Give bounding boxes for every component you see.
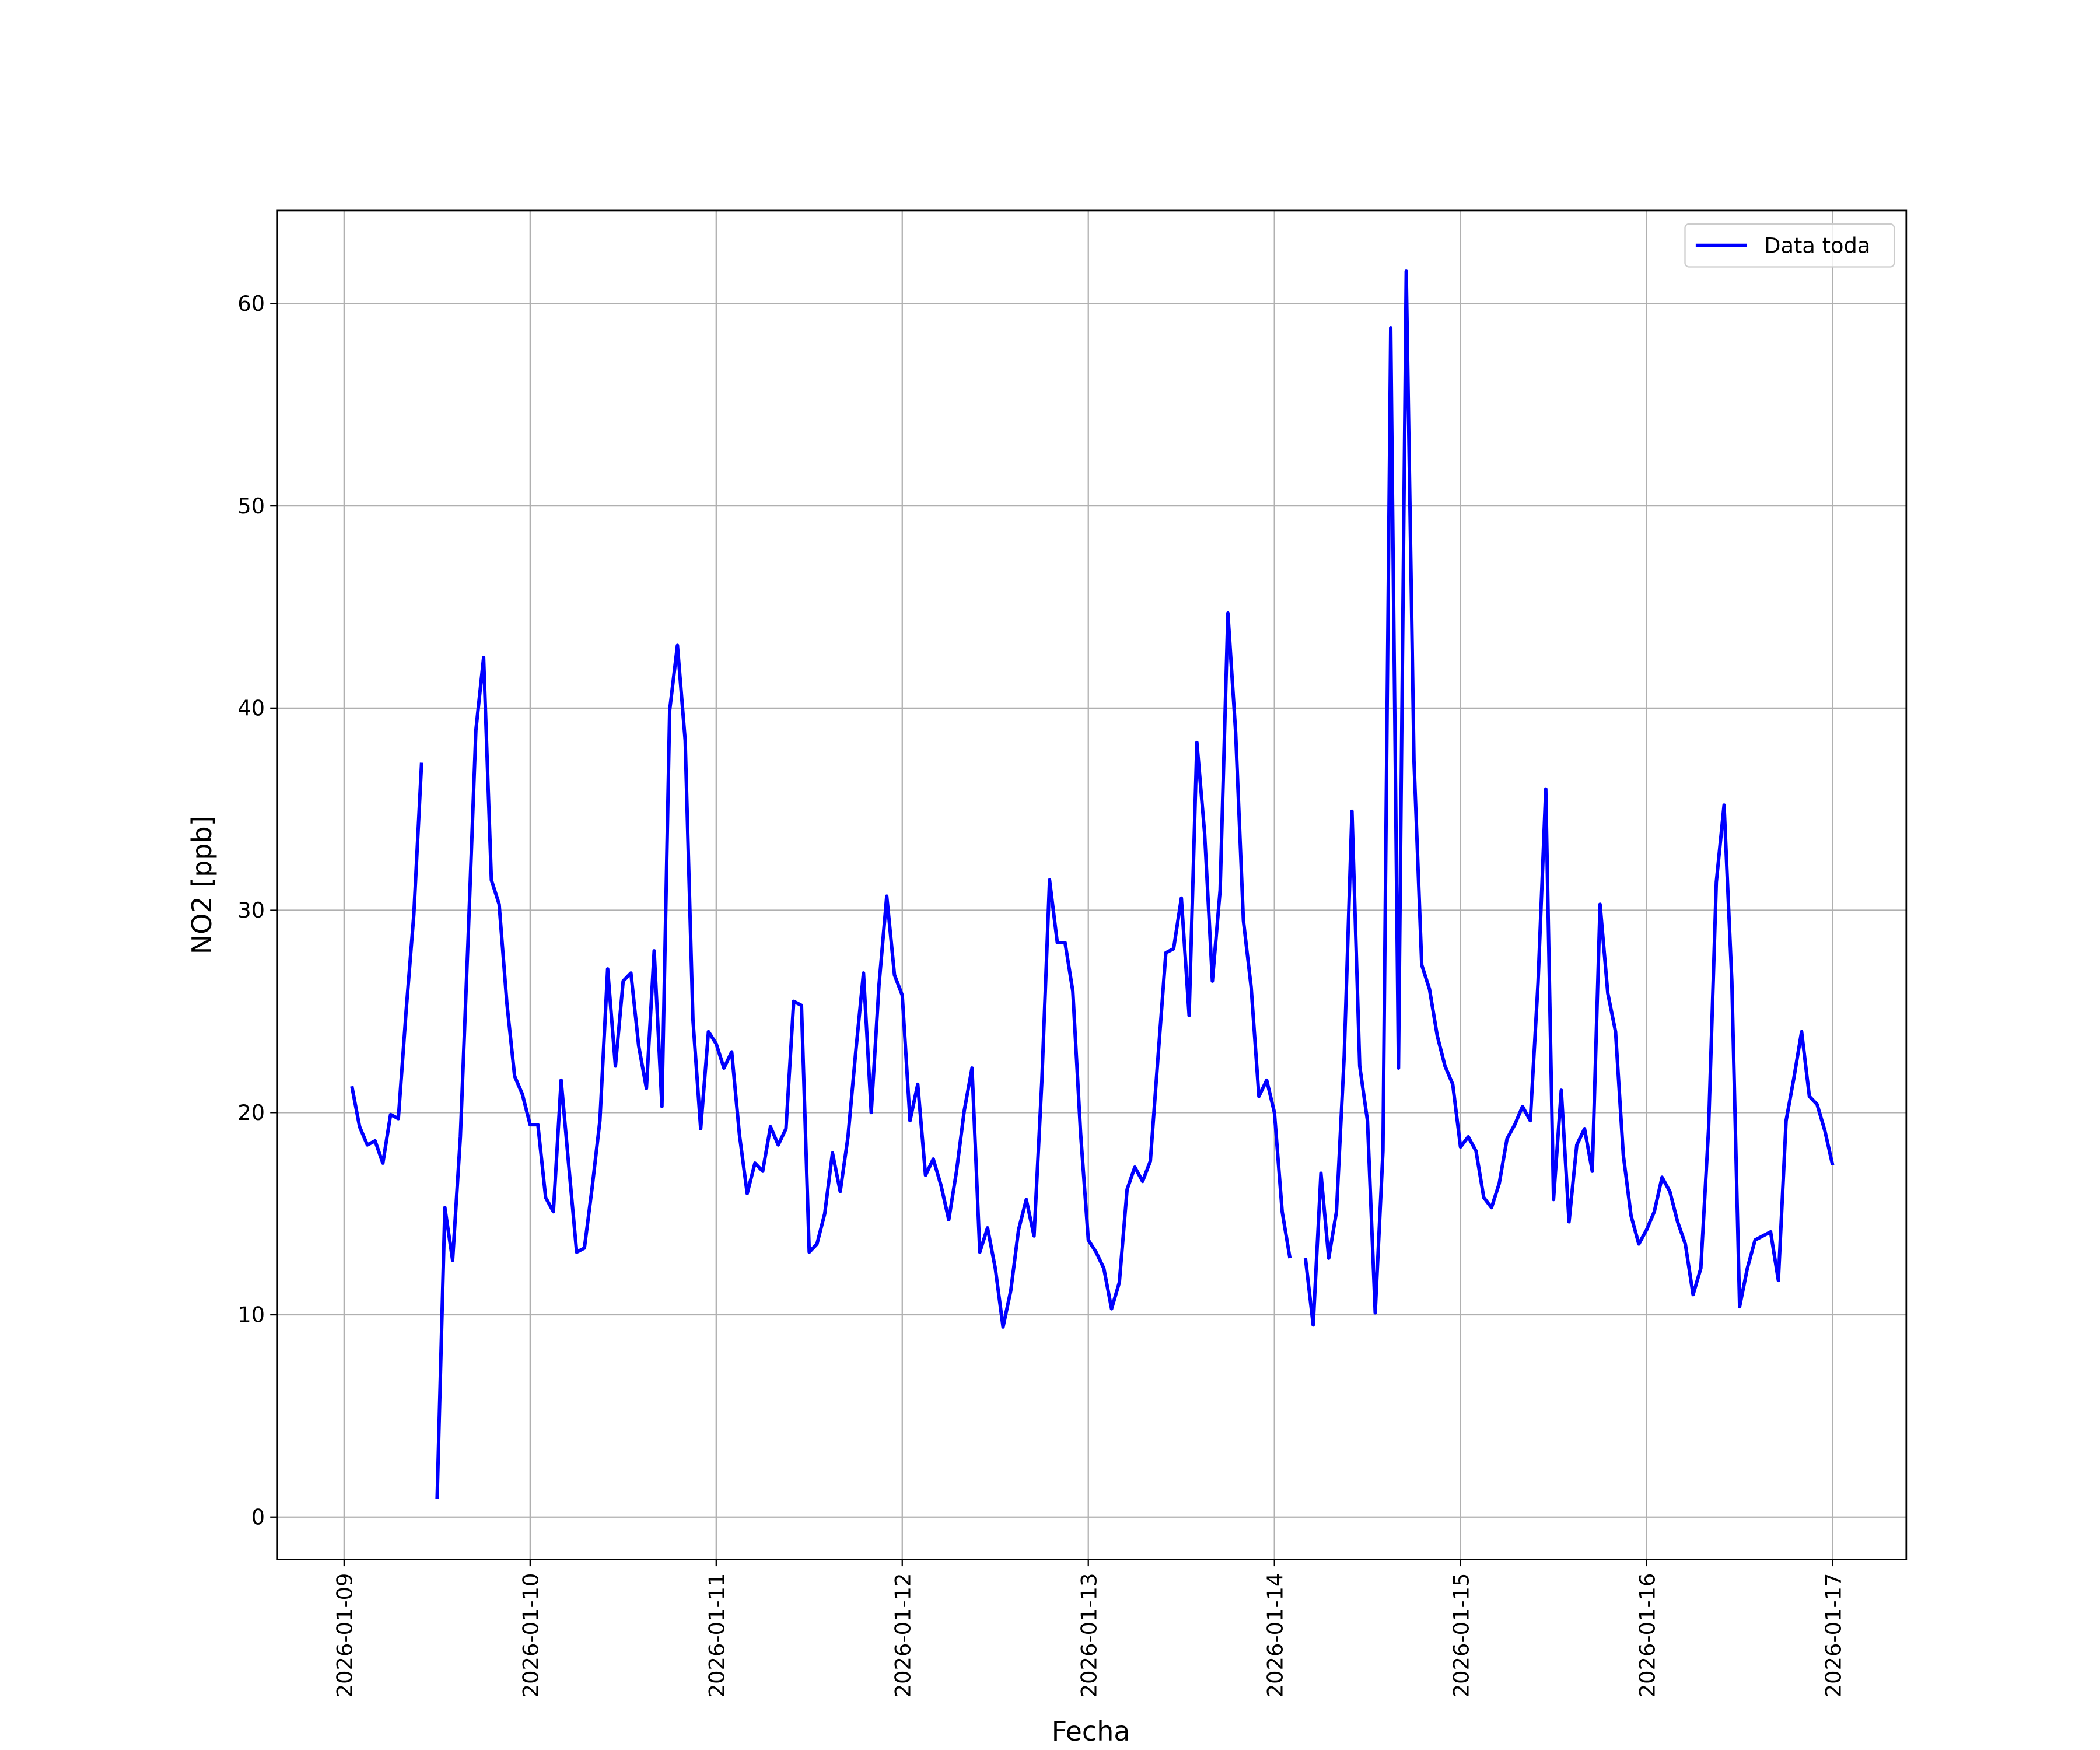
x-tick-label: 2026-01-10 — [519, 1573, 544, 1698]
y-tick-label: 10 — [237, 1303, 265, 1328]
y-tick-label: 60 — [237, 291, 265, 316]
y-tick-label: 30 — [237, 898, 265, 923]
x-tick-label: 2026-01-13 — [1077, 1573, 1102, 1698]
x-tick-label: 2026-01-15 — [1448, 1573, 1474, 1698]
x-tick-label: 2026-01-14 — [1262, 1573, 1287, 1698]
y-tick-label: 50 — [237, 494, 265, 519]
x-tick-label: 2026-01-09 — [332, 1573, 358, 1698]
data-line — [350, 269, 1835, 1499]
y-axis-label: NO2 [ppb] — [186, 816, 218, 954]
x-axis-label: Fecha — [1052, 1716, 1130, 1747]
x-tick-label: 2026-01-11 — [705, 1573, 730, 1698]
y-tick-label: 0 — [251, 1504, 265, 1530]
x-tick-label: 2026-01-16 — [1634, 1573, 1660, 1698]
legend: Data toda — [1684, 223, 1895, 268]
legend-box — [1684, 223, 1895, 268]
x-tick-label: 2026-01-17 — [1821, 1573, 1846, 1698]
x-tick-label: 2026-01-12 — [891, 1573, 916, 1698]
y-tick-label: 20 — [237, 1100, 265, 1125]
y-tick-label: 40 — [237, 696, 265, 721]
legend-label: Data toda — [1764, 233, 1870, 258]
plot-frame — [276, 209, 1908, 1560]
